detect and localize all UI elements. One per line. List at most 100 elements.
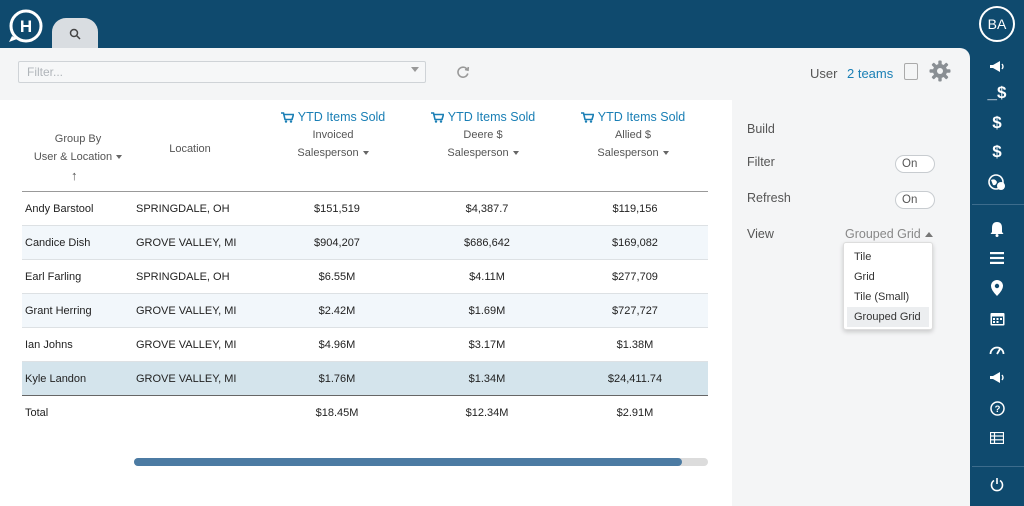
view-setting-label: View bbox=[747, 227, 774, 241]
globe-dollar-icon[interactable] bbox=[982, 171, 1012, 193]
filter-toggle[interactable]: On bbox=[895, 155, 935, 173]
row-value-invoiced: $904,207 bbox=[262, 225, 412, 260]
table-row[interactable]: Candice Dish GROVE VALLEY, MI $904,207 $… bbox=[22, 225, 708, 260]
total-value-allied: $2.91M bbox=[562, 395, 708, 430]
user-label: User bbox=[810, 66, 838, 81]
row-value-allied: $119,156 bbox=[562, 191, 708, 226]
document-icon[interactable] bbox=[904, 63, 918, 80]
help-icon[interactable]: ? bbox=[982, 397, 1012, 419]
row-value-deere: $1.34M bbox=[412, 361, 562, 396]
calendar-icon[interactable] bbox=[982, 307, 1012, 329]
refresh-setting-label: Refresh bbox=[747, 191, 791, 205]
column-header-invoiced[interactable]: YTD Items Sold Invoiced Salesperson bbox=[258, 108, 408, 162]
scrollbar-thumb[interactable] bbox=[134, 458, 682, 466]
view-option-grouped-grid[interactable]: Grouped Grid bbox=[847, 307, 929, 327]
row-name: Earl Farling bbox=[22, 259, 136, 294]
total-value-deere: $12.34M bbox=[412, 395, 562, 430]
row-name: Ian Johns bbox=[22, 327, 136, 362]
teams-link[interactable]: 2 teams bbox=[847, 66, 894, 81]
row-location: GROVE VALLEY, MI bbox=[136, 327, 262, 362]
chevron-down-icon bbox=[411, 67, 419, 72]
app-logo[interactable]: H bbox=[6, 6, 46, 46]
view-option-tile-small[interactable]: Tile (Small) bbox=[854, 291, 910, 303]
view-option-grid[interactable]: Grid bbox=[854, 271, 875, 283]
chevron-down-icon bbox=[362, 151, 369, 156]
view-dropdown-menu: Tile Grid Tile (Small) Grouped Grid bbox=[843, 242, 933, 330]
group-by-header[interactable]: Group By User & Location bbox=[22, 130, 134, 166]
row-value-deere: $4.11M bbox=[412, 259, 562, 294]
refresh-icon[interactable] bbox=[455, 64, 471, 80]
view-option-tile[interactable]: Tile bbox=[854, 251, 872, 263]
row-value-deere: $4,387.7 bbox=[412, 191, 562, 226]
speedometer-icon[interactable] bbox=[982, 338, 1012, 360]
svg-text:?: ? bbox=[994, 404, 1000, 415]
location-pin-icon[interactable] bbox=[982, 277, 1012, 299]
row-value-invoiced: $4.96M bbox=[262, 327, 412, 362]
column-title: YTD Items Sold bbox=[597, 110, 686, 124]
chevron-down-icon bbox=[512, 151, 519, 156]
column-title: YTD Items Sold bbox=[447, 110, 536, 124]
chevron-down-icon bbox=[662, 151, 669, 156]
row-location: SPRINGDALE, OH bbox=[136, 191, 262, 226]
total-row: Total $18.45M $12.34M $2.91M bbox=[22, 395, 708, 430]
cart-icon bbox=[580, 111, 594, 123]
row-value-allied: $1.38M bbox=[562, 327, 708, 362]
table-row[interactable]: Andy Barstool SPRINGDALE, OH $151,519 $4… bbox=[22, 191, 708, 226]
dollar-underscore-icon[interactable]: _$ bbox=[987, 83, 1007, 102]
row-value-allied: $169,082 bbox=[562, 225, 708, 260]
refresh-toggle[interactable]: On bbox=[895, 191, 935, 209]
location-header-label: Location bbox=[169, 143, 211, 155]
row-value-allied: $727,727 bbox=[562, 293, 708, 328]
filter-input[interactable]: Filter... bbox=[18, 61, 426, 83]
table-row[interactable]: Ian Johns GROVE VALLEY, MI $4.96M $3.17M… bbox=[22, 327, 708, 362]
avatar[interactable]: BA bbox=[979, 6, 1015, 42]
view-select-value: Grouped Grid bbox=[845, 227, 921, 241]
filter-setting-label: Filter bbox=[747, 155, 775, 169]
row-name: Kyle Landon bbox=[22, 361, 136, 396]
row-location: SPRINGDALE, OH bbox=[136, 259, 262, 294]
sort-ascending-icon[interactable]: ↑ bbox=[71, 168, 78, 183]
table-row[interactable]: Earl Farling SPRINGDALE, OH $6.55M $4.11… bbox=[22, 259, 708, 294]
row-location: GROVE VALLEY, MI bbox=[136, 225, 262, 260]
menu-icon[interactable] bbox=[982, 247, 1012, 269]
total-location bbox=[136, 395, 262, 430]
chevron-down-icon bbox=[116, 155, 123, 160]
sidebar-divider bbox=[972, 466, 1024, 467]
megaphone-icon[interactable] bbox=[982, 56, 1012, 78]
dollar-icon[interactable]: $ bbox=[992, 142, 1002, 161]
column-group: Salesperson bbox=[297, 147, 359, 159]
column-subtitle: Deere $ bbox=[463, 129, 503, 141]
column-header-allied[interactable]: YTD Items Sold Allied $ Salesperson bbox=[558, 108, 708, 162]
sales-table: Andy Barstool SPRINGDALE, OH $151,519 $4… bbox=[22, 191, 708, 430]
row-value-invoiced: $1.76M bbox=[262, 361, 412, 396]
gear-icon[interactable] bbox=[929, 60, 951, 82]
total-value-invoiced: $18.45M bbox=[262, 395, 412, 430]
row-location: GROVE VALLEY, MI bbox=[136, 361, 262, 396]
column-subtitle: Allied $ bbox=[614, 129, 652, 141]
main-panel: Filter... User 2 teams bbox=[0, 48, 970, 506]
row-value-invoiced: $151,519 bbox=[262, 191, 412, 226]
row-value-invoiced: $2.42M bbox=[262, 293, 412, 328]
bell-icon[interactable] bbox=[982, 218, 1012, 240]
horizontal-scrollbar[interactable] bbox=[134, 458, 708, 466]
power-icon[interactable] bbox=[982, 473, 1012, 495]
megaphone-icon[interactable] bbox=[982, 367, 1012, 389]
column-group: Salesperson bbox=[597, 147, 659, 159]
column-header-deere[interactable]: YTD Items Sold Deere $ Salesperson bbox=[408, 108, 558, 162]
chevron-up-icon bbox=[924, 232, 933, 238]
build-label: Build bbox=[747, 122, 775, 136]
table-row[interactable]: Grant Herring GROVE VALLEY, MI $2.42M $1… bbox=[22, 293, 708, 328]
view-select[interactable]: Grouped Grid bbox=[845, 227, 933, 241]
column-group: Salesperson bbox=[447, 147, 509, 159]
row-value-deere: $1.69M bbox=[412, 293, 562, 328]
row-name: Andy Barstool bbox=[22, 191, 136, 226]
search-tab[interactable] bbox=[52, 18, 98, 50]
column-title: YTD Items Sold bbox=[297, 110, 386, 124]
table-row[interactable]: Kyle Landon GROVE VALLEY, MI $1.76M $1.3… bbox=[22, 361, 708, 396]
row-value-invoiced: $6.55M bbox=[262, 259, 412, 294]
list-icon[interactable] bbox=[982, 427, 1012, 449]
row-value-allied: $277,709 bbox=[562, 259, 708, 294]
search-icon bbox=[69, 28, 81, 40]
cart-icon bbox=[430, 111, 444, 123]
dollar-icon[interactable]: $ bbox=[992, 113, 1002, 132]
